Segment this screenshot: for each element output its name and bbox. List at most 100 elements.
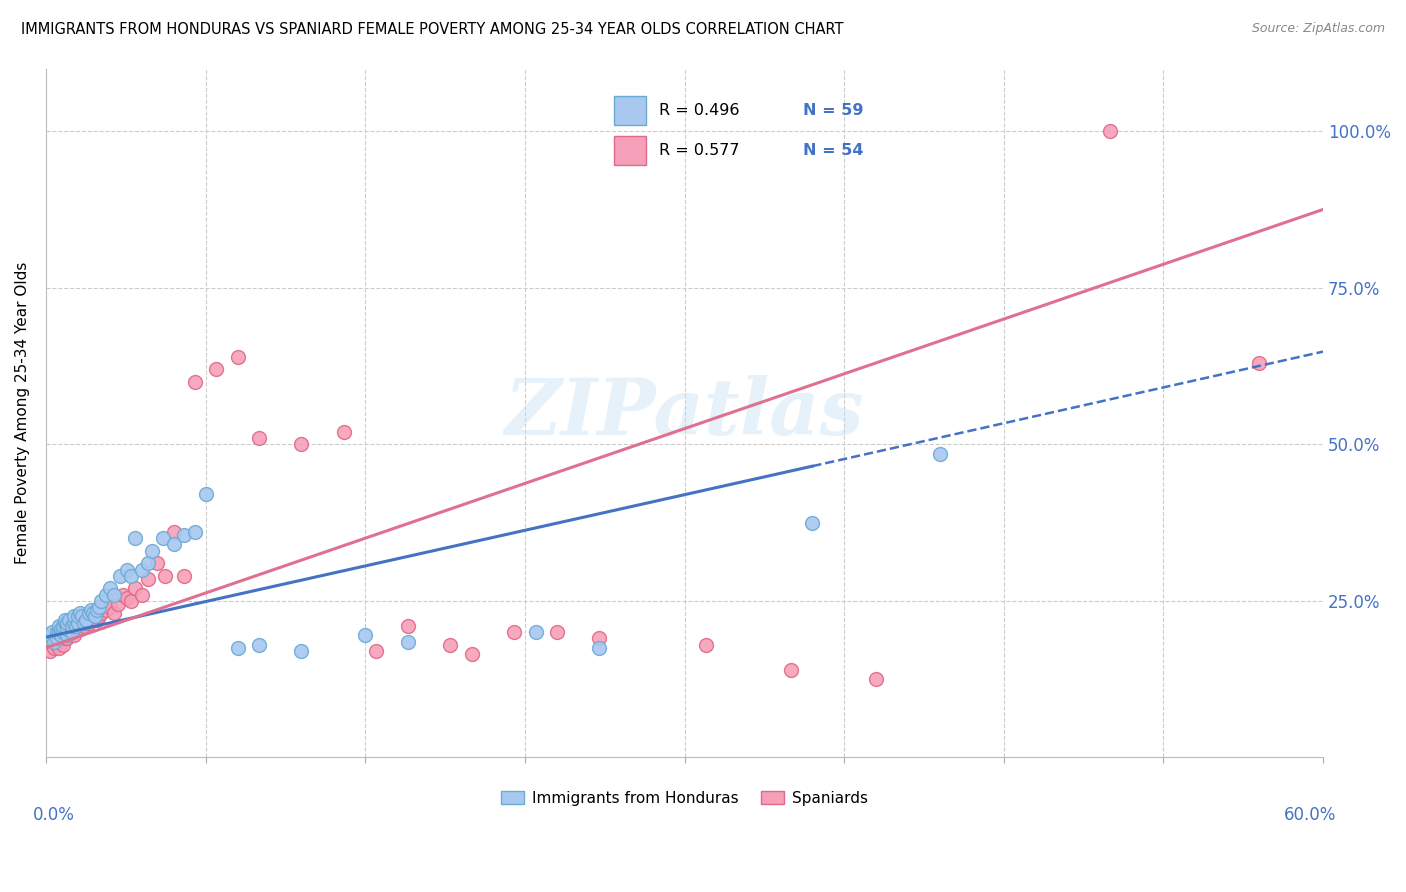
- Point: [194, 487, 217, 501]
- Point: [333, 425, 356, 439]
- Point: [94, 588, 117, 602]
- Point: [84, 609, 107, 624]
- Point: [364, 644, 387, 658]
- Point: [1249, 356, 1271, 370]
- Point: [546, 625, 568, 640]
- Point: [39, 628, 62, 642]
- Point: [52, 619, 75, 633]
- Point: [865, 672, 887, 686]
- Point: [136, 572, 159, 586]
- Point: [79, 613, 101, 627]
- Point: [152, 531, 174, 545]
- Point: [69, 607, 91, 621]
- Text: Source: ZipAtlas.com: Source: ZipAtlas.com: [1251, 22, 1385, 36]
- Point: [56, 632, 79, 646]
- Point: [94, 603, 117, 617]
- Point: [45, 638, 67, 652]
- Point: [58, 628, 80, 642]
- Point: [86, 603, 108, 617]
- Point: [98, 582, 121, 596]
- Point: [103, 607, 125, 621]
- Y-axis label: Female Poverty Among 25-34 Year Olds: Female Poverty Among 25-34 Year Olds: [15, 261, 30, 564]
- Point: [62, 615, 84, 630]
- Point: [70, 609, 93, 624]
- Point: [48, 640, 70, 655]
- Point: [60, 625, 83, 640]
- Point: [60, 619, 83, 633]
- Point: [524, 625, 547, 640]
- Point: [69, 622, 91, 636]
- Text: IMMIGRANTS FROM HONDURAS VS SPANIARD FEMALE POVERTY AMONG 25-34 YEAR OLDS CORREL: IMMIGRANTS FROM HONDURAS VS SPANIARD FEM…: [21, 22, 844, 37]
- Text: ZIPatlas: ZIPatlas: [505, 375, 865, 451]
- Point: [79, 603, 101, 617]
- Point: [60, 625, 83, 640]
- Point: [48, 625, 70, 640]
- Point: [44, 640, 66, 655]
- Point: [66, 609, 89, 624]
- Point: [439, 638, 461, 652]
- Point: [49, 622, 72, 636]
- Point: [780, 663, 803, 677]
- Point: [86, 613, 108, 627]
- Point: [205, 362, 228, 376]
- Point: [77, 615, 100, 630]
- Point: [53, 615, 76, 630]
- Point: [65, 619, 87, 633]
- Point: [49, 634, 72, 648]
- Point: [115, 562, 138, 576]
- Point: [184, 524, 207, 539]
- Point: [45, 632, 67, 646]
- Point: [290, 437, 312, 451]
- Point: [66, 619, 89, 633]
- Point: [124, 531, 146, 545]
- Point: [120, 594, 142, 608]
- Point: [801, 516, 824, 530]
- Point: [90, 594, 112, 608]
- Point: [184, 375, 207, 389]
- Point: [141, 543, 163, 558]
- Point: [153, 569, 176, 583]
- Point: [56, 615, 79, 630]
- Point: [131, 562, 153, 576]
- Point: [56, 628, 79, 642]
- Point: [103, 588, 125, 602]
- Point: [120, 569, 142, 583]
- Point: [49, 628, 72, 642]
- Point: [354, 628, 377, 642]
- Point: [45, 625, 67, 640]
- Point: [247, 431, 270, 445]
- Point: [53, 632, 76, 646]
- Point: [66, 615, 89, 630]
- Point: [695, 638, 717, 652]
- Point: [98, 600, 121, 615]
- Point: [929, 447, 952, 461]
- Point: [56, 622, 79, 636]
- Point: [110, 569, 132, 583]
- Point: [75, 615, 97, 630]
- Point: [75, 613, 97, 627]
- Point: [1099, 124, 1122, 138]
- Point: [41, 625, 63, 640]
- Point: [73, 619, 96, 633]
- Point: [44, 634, 66, 648]
- Point: [89, 609, 111, 624]
- Point: [62, 628, 84, 642]
- Point: [290, 644, 312, 658]
- Point: [52, 638, 75, 652]
- Point: [226, 350, 249, 364]
- Point: [226, 640, 249, 655]
- Point: [145, 556, 167, 570]
- Point: [396, 634, 419, 648]
- Point: [62, 609, 84, 624]
- Point: [588, 640, 610, 655]
- Point: [131, 588, 153, 602]
- Point: [82, 609, 104, 624]
- Point: [173, 528, 195, 542]
- Point: [77, 607, 100, 621]
- Point: [460, 647, 482, 661]
- Point: [107, 597, 129, 611]
- Point: [173, 569, 195, 583]
- Point: [396, 619, 419, 633]
- Text: 0.0%: 0.0%: [34, 805, 75, 823]
- Point: [247, 638, 270, 652]
